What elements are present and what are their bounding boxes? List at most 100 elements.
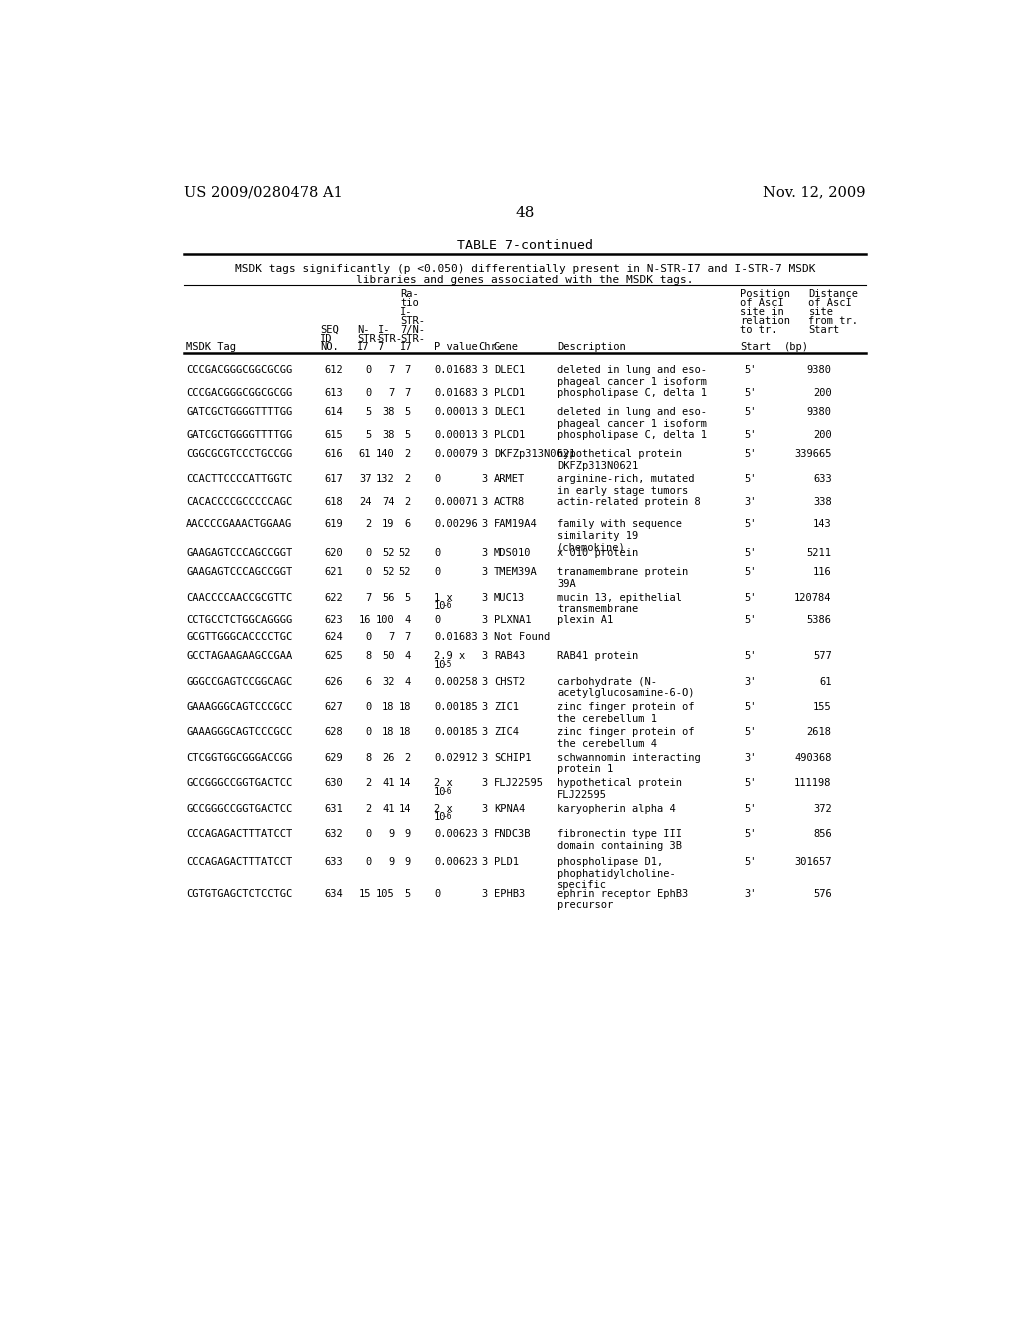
Text: 2: 2 <box>404 498 411 507</box>
Text: 18: 18 <box>382 727 394 738</box>
Text: 41: 41 <box>382 779 394 788</box>
Text: I7: I7 <box>400 342 413 352</box>
Text: 615: 615 <box>325 430 343 440</box>
Text: -6: -6 <box>442 787 452 796</box>
Text: 0.00185: 0.00185 <box>434 727 478 738</box>
Text: arginine-rich, mutated
in early stage tumors: arginine-rich, mutated in early stage tu… <box>557 474 695 496</box>
Text: 2: 2 <box>366 804 372 813</box>
Text: 3: 3 <box>481 727 487 738</box>
Text: 3: 3 <box>481 677 487 686</box>
Text: 9380: 9380 <box>807 366 831 375</box>
Text: 614: 614 <box>325 407 343 417</box>
Text: CACACCCCGCCCCCAGC: CACACCCCGCCCCCAGC <box>186 498 293 507</box>
Text: actin-related protein 8: actin-related protein 8 <box>557 498 701 507</box>
Text: 0.00258: 0.00258 <box>434 677 478 686</box>
Text: 15: 15 <box>358 888 372 899</box>
Text: 3: 3 <box>481 593 487 603</box>
Text: phospholipase C, delta 1: phospholipase C, delta 1 <box>557 430 708 440</box>
Text: 0.01683: 0.01683 <box>434 388 478 397</box>
Text: 48: 48 <box>515 206 535 220</box>
Text: 3: 3 <box>481 804 487 813</box>
Text: PLD1: PLD1 <box>494 857 519 867</box>
Text: Distance: Distance <box>809 289 858 300</box>
Text: deleted in lung and eso-
phageal cancer 1 isoform: deleted in lung and eso- phageal cancer … <box>557 407 708 429</box>
Text: 0.00079: 0.00079 <box>434 449 478 459</box>
Text: 0.00185: 0.00185 <box>434 702 478 711</box>
Text: (bp): (bp) <box>783 342 809 352</box>
Text: Gene: Gene <box>494 342 519 352</box>
Text: 3: 3 <box>481 519 487 529</box>
Text: GCCGGGCCGGTGACTCC: GCCGGGCCGGTGACTCC <box>186 804 293 813</box>
Text: CCCGACGGGCGGCGCGG: CCCGACGGGCGGCGCGG <box>186 366 293 375</box>
Text: 0: 0 <box>434 888 440 899</box>
Text: Nov. 12, 2009: Nov. 12, 2009 <box>763 185 866 199</box>
Text: 301657: 301657 <box>795 857 831 867</box>
Text: 52: 52 <box>382 548 394 558</box>
Text: 2 x: 2 x <box>434 804 453 813</box>
Text: GAAGAGTCCCAGCCGGT: GAAGAGTCCCAGCCGGT <box>186 548 293 558</box>
Text: 0.00013: 0.00013 <box>434 430 478 440</box>
Text: 7: 7 <box>378 342 384 352</box>
Text: 618: 618 <box>325 498 343 507</box>
Text: 7: 7 <box>404 632 411 642</box>
Text: I7: I7 <box>357 342 370 352</box>
Text: 6: 6 <box>366 677 372 686</box>
Text: 3': 3' <box>744 888 758 899</box>
Text: 5: 5 <box>366 407 372 417</box>
Text: 3': 3' <box>744 677 758 686</box>
Text: 2: 2 <box>404 449 411 459</box>
Text: 9: 9 <box>404 857 411 867</box>
Text: 52: 52 <box>398 548 411 558</box>
Text: 856: 856 <box>813 829 831 840</box>
Text: 3: 3 <box>481 449 487 459</box>
Text: CTCGGTGGCGGGACCGG: CTCGGTGGCGGGACCGG <box>186 752 293 763</box>
Text: 7: 7 <box>404 388 411 397</box>
Text: deleted in lung and eso-
phageal cancer 1 isoform: deleted in lung and eso- phageal cancer … <box>557 366 708 387</box>
Text: 621: 621 <box>325 568 343 577</box>
Text: 0: 0 <box>366 388 372 397</box>
Text: 0: 0 <box>366 568 372 577</box>
Text: 3: 3 <box>481 857 487 867</box>
Text: MSDK Tag: MSDK Tag <box>186 342 237 352</box>
Text: 5211: 5211 <box>807 548 831 558</box>
Text: site: site <box>809 308 834 317</box>
Text: ID: ID <box>321 334 333 343</box>
Text: 116: 116 <box>813 568 831 577</box>
Text: 2: 2 <box>366 779 372 788</box>
Text: 0.00623: 0.00623 <box>434 857 478 867</box>
Text: 52: 52 <box>382 568 394 577</box>
Text: 3: 3 <box>481 407 487 417</box>
Text: 1 x: 1 x <box>434 593 453 603</box>
Text: 622: 622 <box>325 593 343 603</box>
Text: 4: 4 <box>404 615 411 626</box>
Text: AACCCCGAAACTGGAAG: AACCCCGAAACTGGAAG <box>186 519 293 529</box>
Text: Chr: Chr <box>478 342 497 352</box>
Text: 616: 616 <box>325 449 343 459</box>
Text: STR-: STR- <box>400 315 425 326</box>
Text: 16: 16 <box>358 615 372 626</box>
Text: 632: 632 <box>325 829 343 840</box>
Text: 629: 629 <box>325 752 343 763</box>
Text: 52: 52 <box>398 568 411 577</box>
Text: 623: 623 <box>325 615 343 626</box>
Text: 613: 613 <box>325 388 343 397</box>
Text: 100: 100 <box>376 615 394 626</box>
Text: 143: 143 <box>813 519 831 529</box>
Text: 620: 620 <box>325 548 343 558</box>
Text: 37: 37 <box>358 474 372 484</box>
Text: N-: N- <box>357 325 370 335</box>
Text: 14: 14 <box>398 804 411 813</box>
Text: 5: 5 <box>404 593 411 603</box>
Text: 3: 3 <box>481 388 487 397</box>
Text: GGGCCGAGTCCGGCAGC: GGGCCGAGTCCGGCAGC <box>186 677 293 686</box>
Text: 5386: 5386 <box>807 615 831 626</box>
Text: 3: 3 <box>481 651 487 661</box>
Text: Ra-: Ra- <box>400 289 419 300</box>
Text: -5: -5 <box>442 660 452 669</box>
Text: 7/N-: 7/N- <box>400 325 425 335</box>
Text: 612: 612 <box>325 366 343 375</box>
Text: TMEM39A: TMEM39A <box>494 568 538 577</box>
Text: 56: 56 <box>382 593 394 603</box>
Text: 627: 627 <box>325 702 343 711</box>
Text: GAAAGGGCAGTCCCGCC: GAAAGGGCAGTCCCGCC <box>186 727 293 738</box>
